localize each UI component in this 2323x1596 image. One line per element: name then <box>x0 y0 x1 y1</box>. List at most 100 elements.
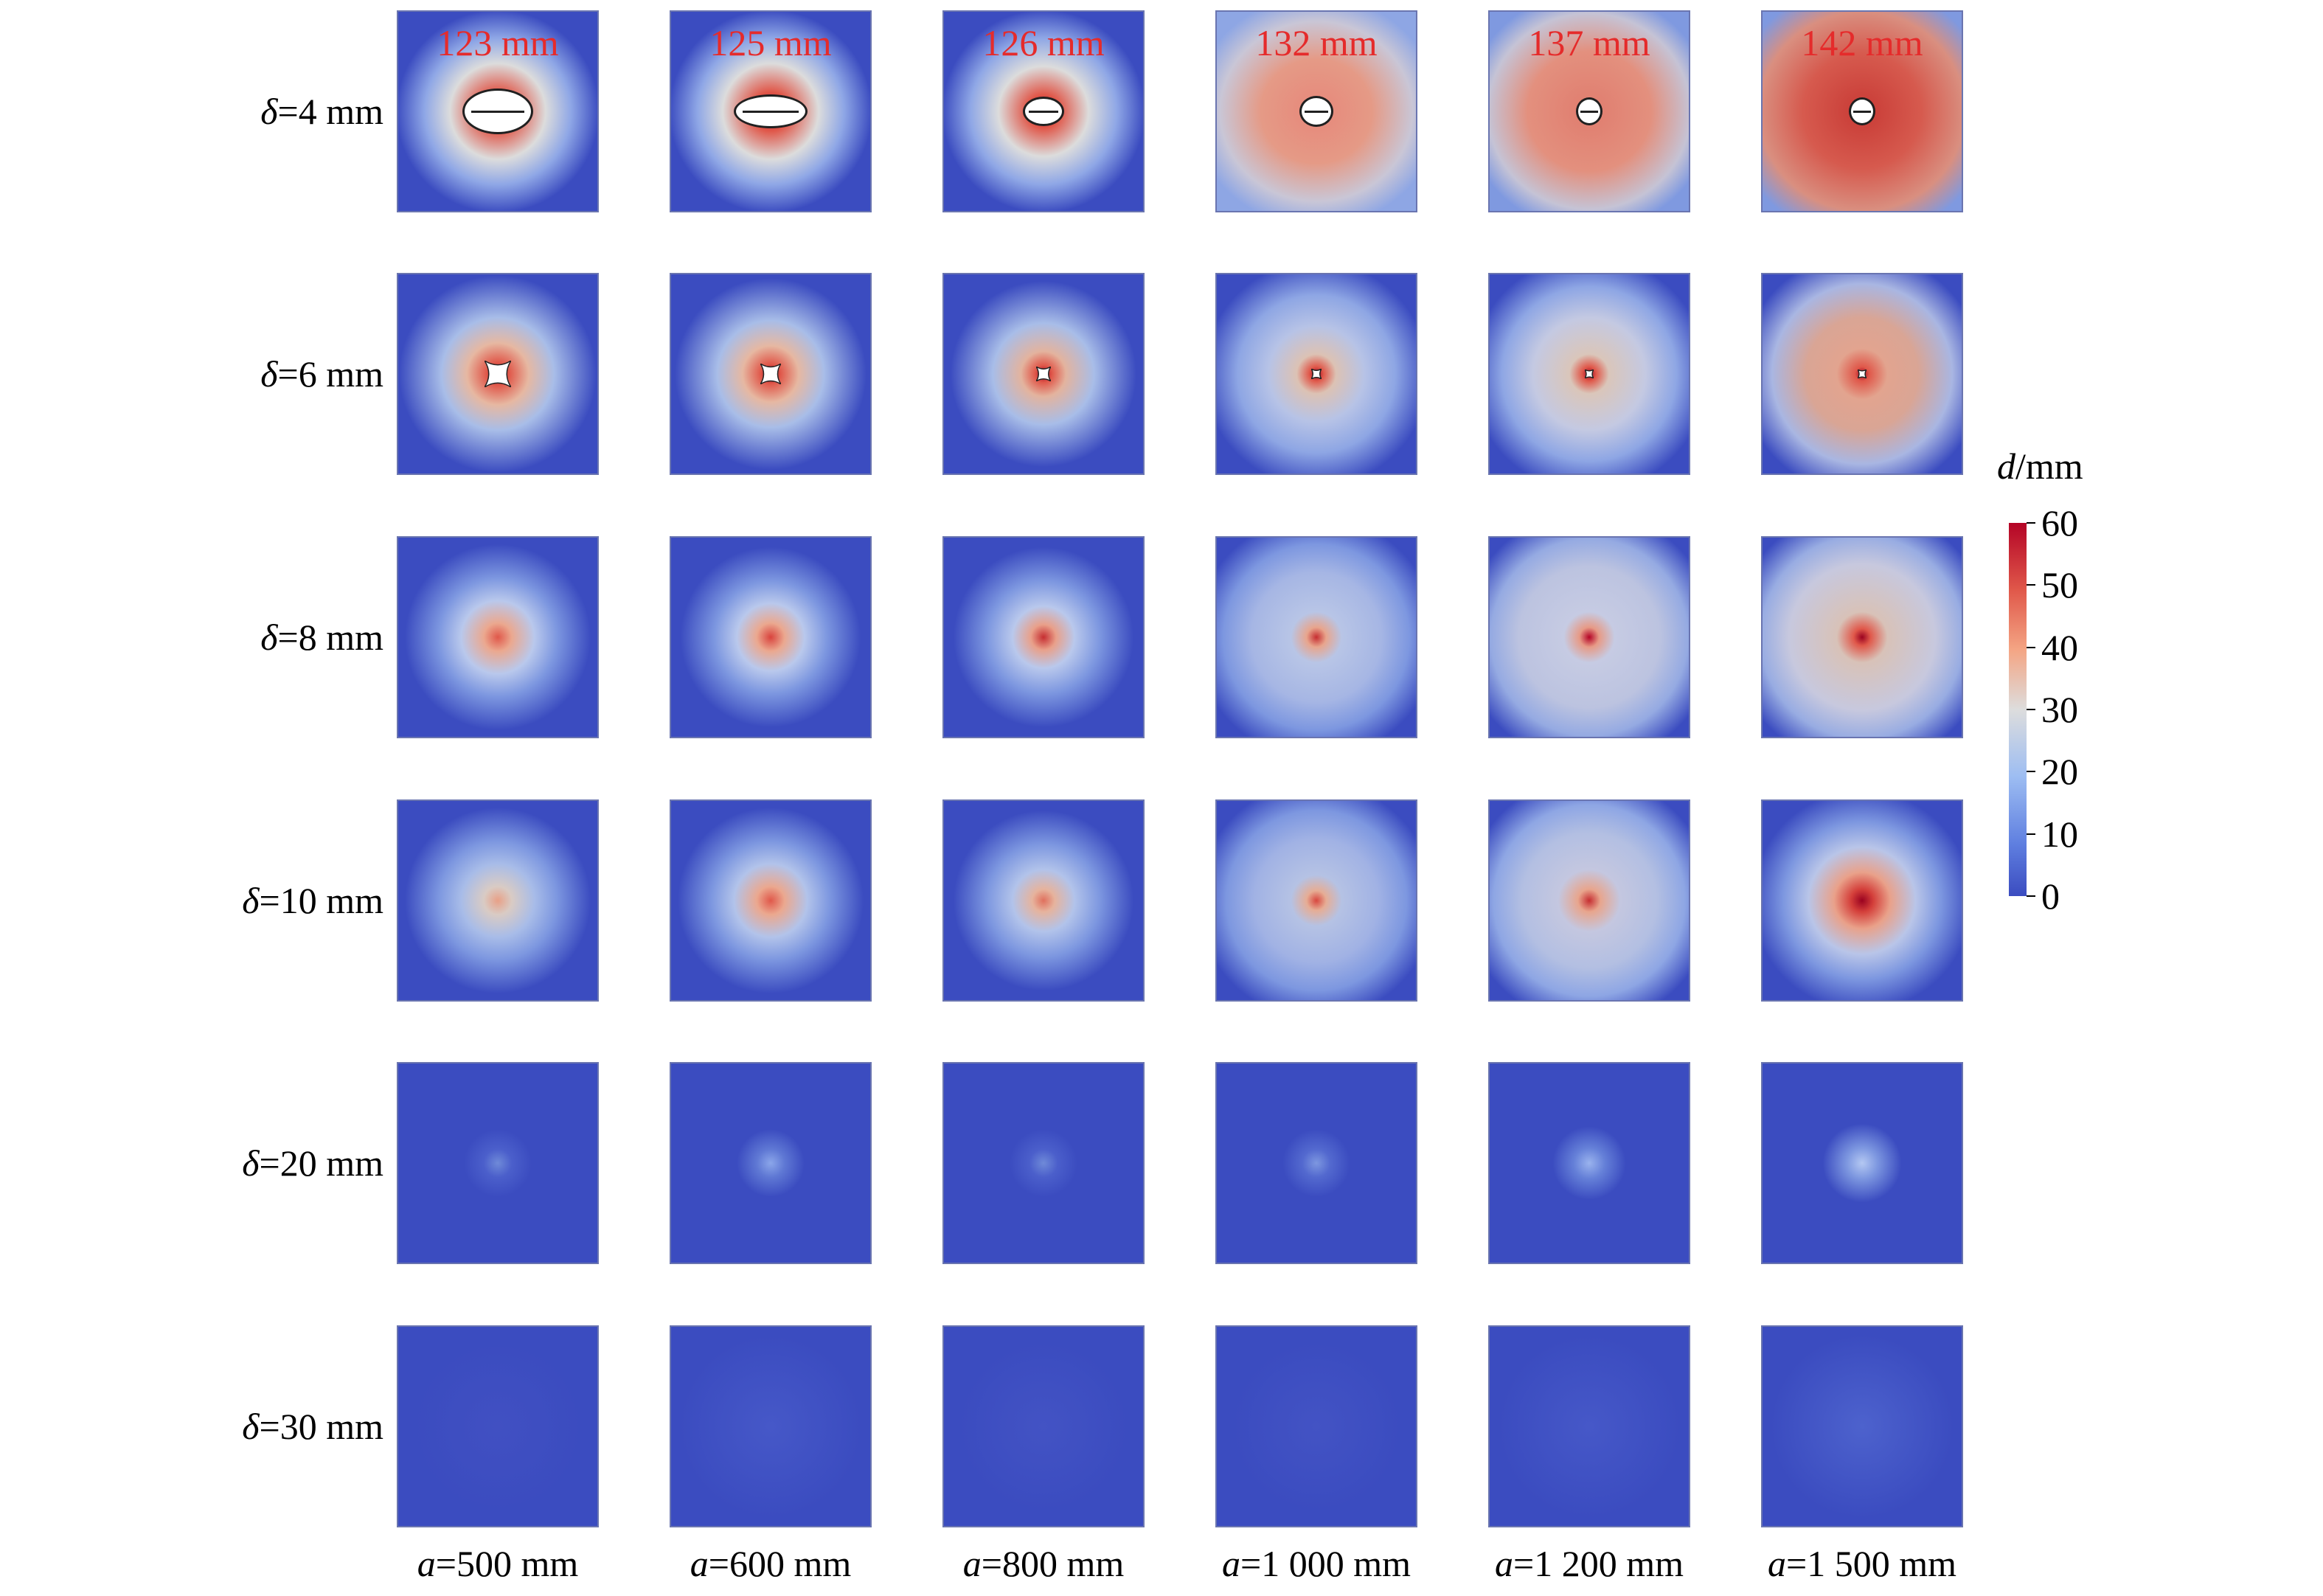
contour-tile-r5-c4 <box>1488 1325 1690 1527</box>
star-shaped-hole <box>1585 369 1594 378</box>
contour-tile-r1-c4 <box>1488 273 1690 475</box>
colorbar-tick-mark <box>2027 833 2035 835</box>
contour-tile-r0-c0: 123 mm <box>397 10 599 212</box>
hole-size-label: 126 mm <box>982 22 1105 63</box>
perforation-hole <box>1299 96 1333 127</box>
colorbar-tick-label: 10 <box>2041 813 2078 855</box>
column-label-2-text: =800 mm <box>981 1543 1125 1584</box>
star-shaped-hole <box>485 361 511 387</box>
star-shaped-hole <box>1036 367 1051 381</box>
contour-tile-r4-c1 <box>670 1062 872 1264</box>
colorbar-tick-label: 50 <box>2041 564 2078 606</box>
deflection-field <box>1217 1327 1416 1526</box>
deflection-field <box>944 1327 1143 1526</box>
contour-tile-r2-c2 <box>942 536 1145 738</box>
colorbar-tick-label: 0 <box>2041 875 2060 917</box>
deflection-field <box>1490 801 1689 1000</box>
perforation-hole <box>1849 97 1875 125</box>
colorbar-tick-label: 60 <box>2041 502 2078 544</box>
deflection-field <box>1217 1064 1416 1263</box>
deflection-field <box>398 538 597 737</box>
row-label-0: δ=4 mm <box>0 89 383 133</box>
deflection-field <box>671 801 870 1000</box>
contour-tile-r1-c2 <box>942 273 1145 475</box>
deflection-field <box>1763 801 1962 1000</box>
contour-tile-r2-c0 <box>397 536 599 738</box>
row-label-2-symbol: δ <box>260 617 278 658</box>
row-label-5-text: =30 mm <box>259 1406 383 1447</box>
perforation-hole <box>734 94 808 128</box>
contour-tile-r0-c2: 126 mm <box>942 10 1145 212</box>
contour-tile-r2-c1 <box>670 536 872 738</box>
hole-size-label: 142 mm <box>1801 22 1923 63</box>
hole-size-label: 132 mm <box>1255 22 1378 63</box>
colorbar-tick-mark <box>2027 646 2035 648</box>
deflection-field <box>1217 538 1416 737</box>
perforation-hole <box>1023 97 1064 126</box>
contour-tile-r0-c5: 142 mm <box>1761 10 1963 212</box>
column-label-5: a=1 500 mm <box>1726 1541 1999 1586</box>
contour-tile-r4-c3 <box>1215 1062 1417 1264</box>
deflection-field <box>1763 12 1962 211</box>
row-label-1: δ=6 mm <box>0 352 383 396</box>
contour-tile-r5-c2 <box>942 1325 1145 1527</box>
hole-size-label: 137 mm <box>1528 22 1650 63</box>
hole-size-label: 125 mm <box>709 22 832 63</box>
deflection-field <box>944 1064 1143 1263</box>
column-label-3: a=1 000 mm <box>1180 1541 1453 1586</box>
contour-tile-r3-c1 <box>670 799 872 1002</box>
contour-tile-r0-c4: 137 mm <box>1488 10 1690 212</box>
star-shaped-hole <box>1311 369 1322 379</box>
contour-tile-r1-c5 <box>1761 273 1963 475</box>
colorbar-tick-label: 20 <box>2041 751 2078 793</box>
contour-tile-r5-c1 <box>670 1325 872 1527</box>
contour-tile-r2-c4 <box>1488 536 1690 738</box>
contour-tile-r3-c4 <box>1488 799 1690 1002</box>
contour-tile-r1-c3 <box>1215 273 1417 475</box>
contour-tile-r4-c5 <box>1761 1062 1963 1264</box>
contour-tile-r5-c3 <box>1215 1325 1417 1527</box>
deflection-field <box>1490 538 1689 737</box>
deflection-field <box>671 1064 870 1263</box>
column-label-4-text: =1 200 mm <box>1513 1543 1684 1584</box>
deflection-field <box>398 801 597 1000</box>
deflection-field <box>1763 538 1962 737</box>
contour-tile-r4-c2 <box>942 1062 1145 1264</box>
column-label-0-text: =500 mm <box>435 1543 579 1584</box>
deflection-field <box>671 538 870 737</box>
column-label-5-symbol: a <box>1768 1543 1786 1584</box>
deflection-field <box>944 538 1143 737</box>
column-label-2: a=800 mm <box>907 1541 1180 1586</box>
deflection-field <box>1490 1064 1689 1263</box>
contour-tile-r4-c4 <box>1488 1062 1690 1264</box>
deflection-field <box>398 1064 597 1263</box>
row-label-5: δ=30 mm <box>0 1404 383 1448</box>
contour-tile-r5-c5 <box>1761 1325 1963 1527</box>
colorbar <box>2009 523 2027 896</box>
column-label-5-text: =1 500 mm <box>1786 1543 1956 1584</box>
colorbar-tick-mark <box>2027 895 2035 897</box>
colorbar-tick-mark <box>2027 522 2035 524</box>
row-label-3: δ=10 mm <box>0 878 383 923</box>
column-label-0-symbol: a <box>417 1543 436 1584</box>
deflection-field <box>671 1327 870 1526</box>
row-label-4-symbol: δ <box>242 1142 260 1184</box>
colorbar-tick-mark <box>2027 709 2035 710</box>
colorbar-tick-label: 30 <box>2041 689 2078 730</box>
row-label-4-text: =20 mm <box>259 1142 383 1184</box>
deflection-field <box>1490 1327 1689 1526</box>
deflection-field <box>944 801 1143 1000</box>
row-label-2-text: =8 mm <box>277 617 383 658</box>
deflection-field <box>1763 1064 1962 1263</box>
contour-tile-r4-c0 <box>397 1062 599 1264</box>
perforation-hole <box>462 89 533 134</box>
contour-tile-r3-c0 <box>397 799 599 1002</box>
column-label-1-text: =600 mm <box>708 1543 852 1584</box>
row-label-3-text: =10 mm <box>259 880 383 921</box>
row-label-0-symbol: δ <box>260 91 278 132</box>
column-label-2-symbol: a <box>962 1543 982 1584</box>
row-label-2: δ=8 mm <box>0 615 383 659</box>
star-shaped-hole <box>1858 369 1867 378</box>
deflection-field <box>398 1327 597 1526</box>
deflection-field <box>1217 801 1416 1000</box>
